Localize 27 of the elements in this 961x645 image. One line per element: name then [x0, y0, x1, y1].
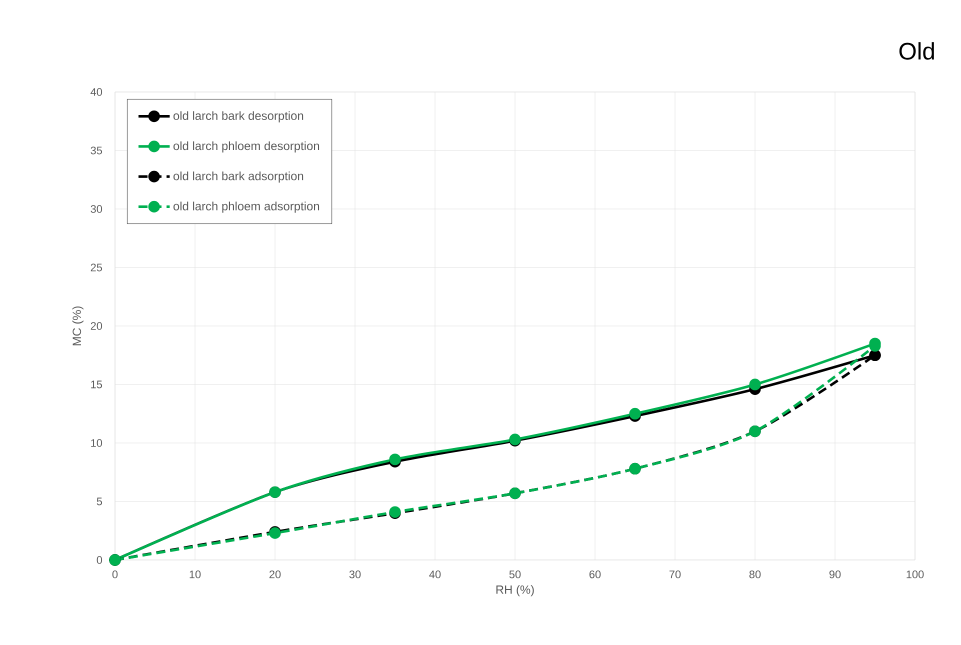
y-tick-label: 20: [90, 322, 102, 330]
legend-label: old larch bark adsorption: [173, 171, 304, 183]
y-tick-label: 0: [96, 556, 102, 564]
x-tick-label: 100: [906, 570, 924, 578]
x-tick-label: 40: [429, 570, 441, 578]
x-tick-label: 30: [349, 570, 361, 578]
legend-label: old larch phloem desorption: [173, 141, 320, 152]
chart-title: Old: [899, 42, 934, 60]
legend-label: old larch bark desorption: [173, 111, 304, 122]
x-tick-label: 80: [749, 570, 761, 578]
y-axis-title: MC (%): [72, 306, 84, 346]
y-tick-label: 15: [91, 380, 102, 388]
x-tick-label: 0: [112, 570, 118, 578]
x-tick-label: 20: [269, 570, 281, 578]
y-tick-label: 5: [96, 498, 102, 506]
y-tick-label: 40: [90, 88, 102, 96]
y-tick-label: 25: [90, 264, 102, 272]
x-tick-label: 50: [509, 570, 521, 578]
x-tick-label: 60: [589, 570, 601, 578]
legend-label: old larch phloem adsorption: [173, 202, 320, 213]
x-tick-label: 70: [669, 570, 681, 578]
x-tick-label: 10: [190, 570, 201, 578]
y-tick-label: 10: [91, 439, 102, 447]
x-tick-label: 90: [829, 570, 841, 578]
y-tick-label: 35: [90, 146, 102, 154]
x-axis-title: RH (%): [496, 585, 534, 596]
y-tick-label: 30: [90, 205, 102, 213]
